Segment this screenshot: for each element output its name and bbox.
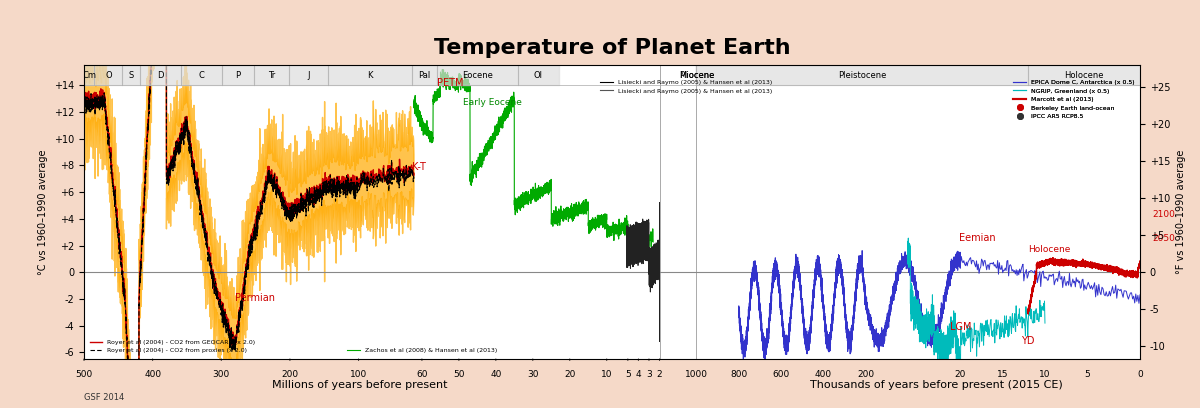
Text: 10: 10 <box>1039 370 1051 379</box>
Text: 50: 50 <box>454 370 464 379</box>
Text: Pliocene: Pliocene <box>679 71 714 80</box>
Text: 500: 500 <box>76 370 92 379</box>
Text: 3: 3 <box>646 370 652 379</box>
Text: Holocene: Holocene <box>1064 71 1104 80</box>
Text: 2: 2 <box>656 370 662 379</box>
Text: 200: 200 <box>281 370 299 379</box>
Text: 30: 30 <box>527 370 539 379</box>
Text: O: O <box>106 71 112 80</box>
Text: Tr: Tr <box>268 71 275 80</box>
Text: 4: 4 <box>636 370 641 379</box>
Text: 100: 100 <box>350 370 367 379</box>
Text: 400: 400 <box>144 370 161 379</box>
Text: GSF 2014: GSF 2014 <box>84 393 125 402</box>
Text: S: S <box>128 71 133 80</box>
Text: 15: 15 <box>997 370 1008 379</box>
Text: 60: 60 <box>416 370 427 379</box>
Text: Thousands of years before present (2015 CE): Thousands of years before present (2015 … <box>810 379 1062 390</box>
Text: PETM: PETM <box>437 78 463 88</box>
Text: 1000: 1000 <box>685 370 708 379</box>
Text: Miocene: Miocene <box>679 71 714 80</box>
Text: 20: 20 <box>564 370 576 379</box>
Text: 10: 10 <box>601 370 612 379</box>
Title: Temperature of Planet Earth: Temperature of Planet Earth <box>433 38 791 58</box>
Text: 2100: 2100 <box>1153 211 1176 220</box>
Text: P: P <box>235 71 241 80</box>
Text: Eemian: Eemian <box>959 233 996 243</box>
Text: Holocene: Holocene <box>1028 244 1070 253</box>
Text: D: D <box>157 71 163 80</box>
Text: 600: 600 <box>773 370 790 379</box>
Text: Cm: Cm <box>82 71 96 80</box>
Y-axis label: °F vs 1960–1990 average: °F vs 1960–1990 average <box>1176 150 1186 274</box>
Text: 5: 5 <box>625 370 631 379</box>
Text: 40: 40 <box>490 370 502 379</box>
Text: K: K <box>367 71 373 80</box>
Text: Millions of years before present: Millions of years before present <box>272 379 448 390</box>
Text: 2050: 2050 <box>1153 234 1176 243</box>
Y-axis label: °C vs 1960–1990 average: °C vs 1960–1990 average <box>38 149 48 275</box>
Text: LGM: LGM <box>949 322 971 333</box>
Text: Early Eocene: Early Eocene <box>462 98 522 107</box>
Text: 20: 20 <box>955 370 966 379</box>
Text: K-T: K-T <box>413 162 426 172</box>
Text: 5: 5 <box>1085 370 1090 379</box>
Text: YD: YD <box>1021 336 1034 346</box>
Text: J: J <box>307 71 310 80</box>
Text: Ol: Ol <box>534 71 542 80</box>
Text: 400: 400 <box>815 370 832 379</box>
Text: C: C <box>198 71 204 80</box>
Text: 300: 300 <box>212 370 230 379</box>
Text: Pleistocene: Pleistocene <box>838 71 887 80</box>
Text: Eocene: Eocene <box>462 71 493 80</box>
Legend: EPICA Dome C, Antarctica (x 0.5), NGRIP, Greenland (x 0.5), Marcott et al (2013): EPICA Dome C, Antarctica (x 0.5), NGRIP,… <box>1010 77 1136 122</box>
Text: 200: 200 <box>857 370 874 379</box>
Text: 0: 0 <box>1138 370 1142 379</box>
Text: 800: 800 <box>730 370 748 379</box>
Text: Permian: Permian <box>235 293 275 303</box>
Text: Pal: Pal <box>419 71 431 80</box>
